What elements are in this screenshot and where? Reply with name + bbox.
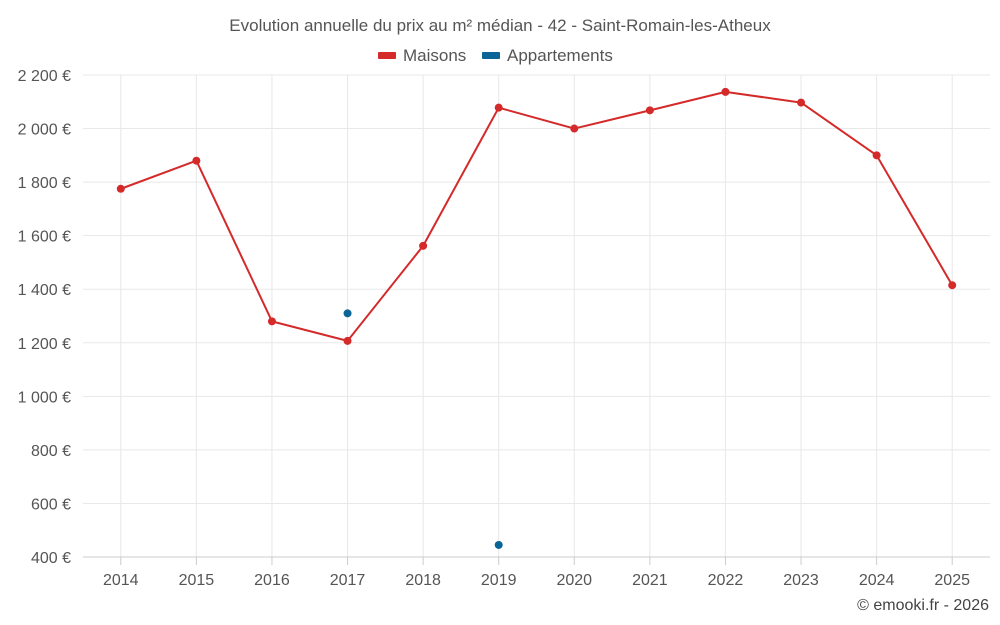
legend-item-appartements[interactable]: Appartements [482, 46, 613, 65]
data-point-appartements-2017[interactable] [343, 309, 352, 318]
legend-label-maisons: Maisons [403, 46, 466, 65]
x-tick-label: 2022 [708, 572, 744, 589]
y-tick-label: 2 000 € [18, 122, 71, 139]
x-tick-label: 2024 [859, 572, 895, 589]
x-tick-label: 2016 [254, 572, 290, 589]
credit-text: © emooki.fr - 2026 [857, 597, 989, 614]
x-tick-label: 2023 [783, 572, 819, 589]
y-tick-label: 400 € [31, 550, 71, 567]
legend-swatch-appartements [482, 52, 500, 59]
y-tick-label: 800 € [31, 443, 71, 460]
grid [83, 74, 990, 558]
y-tick-label: 1 400 € [18, 282, 71, 299]
y-tick-label: 1 600 € [18, 229, 71, 246]
x-tick-label: 2019 [481, 572, 517, 589]
data-point-maisons-2019[interactable] [494, 103, 503, 112]
y-tick-label: 1 000 € [18, 389, 71, 406]
y-tick-label: 600 € [31, 496, 71, 513]
series-maisons [116, 87, 957, 345]
data-point-maisons-2023[interactable] [797, 98, 806, 107]
x-tick-label: 2014 [103, 572, 139, 589]
data-point-maisons-2016[interactable] [267, 317, 276, 326]
y-tick-label: 2 200 € [18, 68, 71, 85]
data-point-maisons-2024[interactable] [872, 151, 881, 160]
data-point-maisons-2021[interactable] [645, 106, 654, 115]
data-point-appartements-2019[interactable] [494, 540, 503, 549]
y-tick-label: 1 800 € [18, 175, 71, 192]
y-tick-label: 1 200 € [18, 336, 71, 353]
data-point-maisons-2025[interactable] [948, 281, 957, 290]
legend-swatch-maisons [378, 52, 396, 59]
legend: Maisons Appartements [378, 46, 613, 65]
x-tick-label: 2021 [632, 572, 668, 589]
data-point-maisons-2014[interactable] [116, 184, 125, 193]
legend-item-maisons[interactable]: Maisons [378, 46, 466, 65]
legend-label-appartements: Appartements [507, 46, 613, 65]
x-tick-label: 2020 [556, 572, 592, 589]
x-tick-label: 2025 [934, 572, 970, 589]
x-tick-label: 2017 [330, 572, 366, 589]
series-appartements [343, 309, 503, 549]
x-tick-label: 2018 [405, 572, 441, 589]
series-line-maisons [120, 90, 954, 342]
data-point-maisons-2022[interactable] [721, 87, 730, 96]
series [116, 87, 957, 549]
axes: 400 € 600 € 800 € 1 000 € 1 200 € 1 400 € 1 60… [18, 68, 990, 589]
data-point-maisons-2015[interactable] [192, 156, 201, 165]
x-tick-label: 2015 [179, 572, 215, 589]
data-point-maisons-2018[interactable] [419, 241, 428, 250]
chart-title: Evolution annuelle du prix au m² médian … [229, 16, 771, 35]
data-point-maisons-2017[interactable] [343, 336, 352, 345]
data-point-maisons-2020[interactable] [570, 124, 579, 133]
